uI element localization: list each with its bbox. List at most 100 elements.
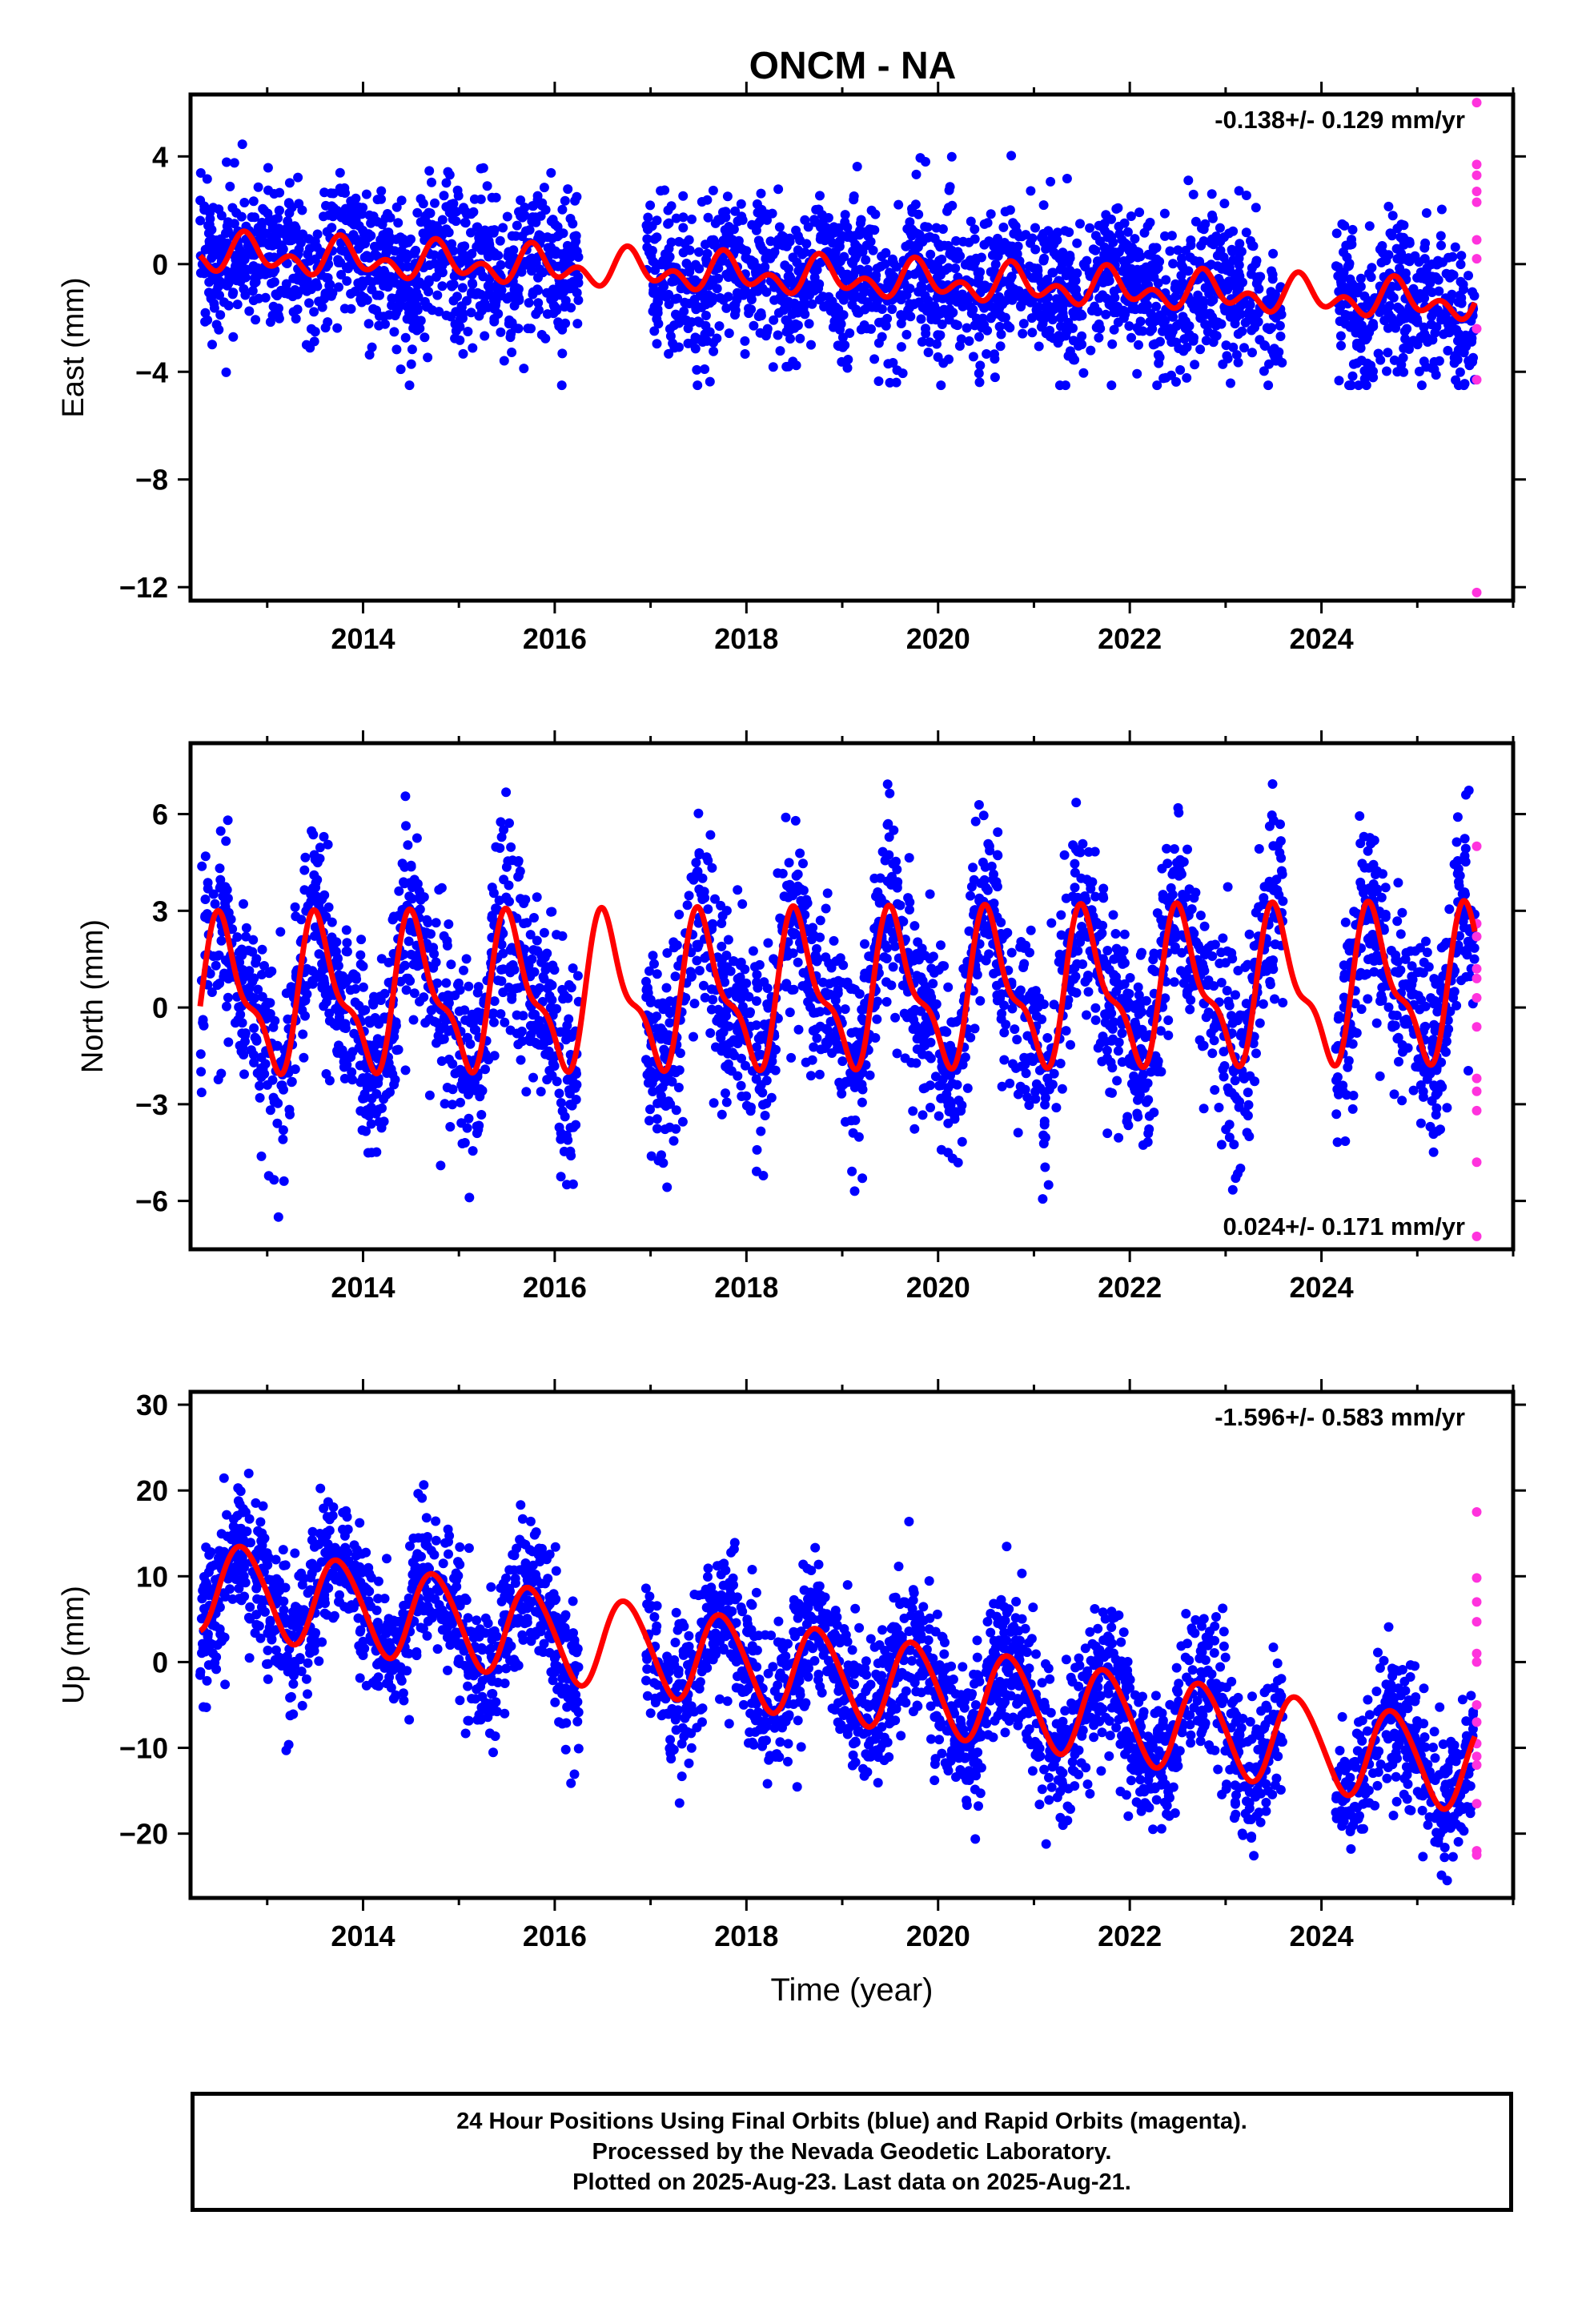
- east-final-orbit-point: [1142, 269, 1153, 279]
- east-final-orbit-point: [744, 304, 754, 314]
- east-final-orbit-point: [1335, 316, 1345, 327]
- north-final-orbit-point: [1066, 1039, 1075, 1050]
- east-final-orbit-point: [424, 222, 434, 232]
- east-final-orbit-point: [1436, 315, 1447, 325]
- east-final-orbit-point: [1198, 296, 1208, 306]
- north-final-orbit-point: [1057, 1084, 1067, 1094]
- east-final-orbit-point: [804, 280, 814, 291]
- east-final-orbit-point: [221, 367, 231, 377]
- north-final-orbit-point: [925, 889, 935, 899]
- east-final-orbit-point: [905, 239, 914, 250]
- east-final-orbit-point: [1447, 251, 1458, 262]
- north-final-orbit-point: [552, 1076, 562, 1087]
- east-final-orbit-point: [446, 312, 456, 322]
- north-final-orbit-point: [267, 966, 277, 976]
- east-final-orbit-point: [207, 340, 217, 350]
- east-final-orbit-point: [943, 240, 954, 251]
- east-final-orbit-point: [923, 348, 934, 357]
- east-final-orbit-point: [917, 336, 927, 347]
- east-final-orbit-point: [740, 336, 750, 346]
- east-final-orbit-point: [661, 292, 672, 302]
- east-final-orbit-point: [909, 299, 919, 309]
- east-final-orbit-point: [856, 324, 866, 335]
- east-final-orbit-point: [840, 210, 850, 220]
- east-final-orbit-point: [528, 216, 538, 227]
- north-final-orbit-point: [1340, 1136, 1351, 1146]
- north-final-orbit-point: [652, 969, 662, 979]
- east-final-orbit-point: [269, 277, 279, 287]
- east-final-orbit-point: [958, 236, 968, 247]
- east-final-orbit-point: [536, 200, 547, 211]
- north-final-orbit-point: [1397, 907, 1407, 918]
- east-final-orbit-point: [905, 217, 915, 227]
- east-final-orbit-point: [412, 207, 423, 218]
- north-final-orbit-point: [1018, 963, 1029, 972]
- east-final-orbit-point: [793, 231, 803, 241]
- east-final-orbit-point: [1419, 328, 1430, 339]
- east-final-orbit-point: [913, 287, 924, 297]
- north-final-orbit-point: [501, 787, 512, 798]
- east-final-orbit-point: [256, 223, 267, 234]
- north-final-orbit-point: [1070, 883, 1080, 893]
- east-final-orbit-point: [842, 232, 853, 242]
- east-final-orbit-point: [1173, 245, 1183, 255]
- east-final-orbit-point: [905, 312, 916, 322]
- east-final-orbit-point: [828, 322, 838, 332]
- east-final-orbit-point: [1274, 347, 1284, 357]
- east-final-orbit-point: [274, 313, 284, 324]
- east-final-orbit-point: [1367, 372, 1378, 383]
- north-final-orbit-point: [715, 1029, 725, 1039]
- north-final-orbit-point: [818, 977, 828, 987]
- east-final-orbit-point: [466, 308, 476, 318]
- east-final-orbit-point: [1138, 326, 1148, 336]
- east-final-orbit-point: [396, 364, 406, 375]
- north-final-orbit-point: [436, 1160, 446, 1171]
- east-final-orbit-point: [652, 296, 663, 307]
- east-final-orbit-point: [1234, 260, 1244, 270]
- east-final-orbit-point: [1058, 259, 1067, 269]
- east-final-orbit-point: [340, 203, 351, 214]
- east-final-orbit-point: [244, 306, 255, 316]
- east-final-orbit-point: [355, 238, 364, 248]
- east-final-orbit-point: [1388, 292, 1399, 303]
- north-final-orbit-point: [841, 1116, 850, 1127]
- east-final-orbit-point: [1120, 309, 1130, 320]
- east-final-orbit-point: [512, 220, 522, 231]
- east-final-orbit-point: [495, 235, 505, 246]
- north-final-orbit-point: [564, 979, 574, 990]
- east-final-orbit-point: [1425, 278, 1435, 288]
- north-final-orbit-point: [644, 966, 654, 976]
- north-final-orbit-point: [689, 1031, 698, 1042]
- east-final-orbit-point: [294, 235, 304, 244]
- east-final-orbit-point: [1381, 255, 1391, 266]
- north-final-orbit-point: [265, 1105, 275, 1116]
- east-final-orbit-point: [305, 343, 315, 353]
- north-final-orbit-point: [215, 863, 225, 874]
- north-final-orbit-point: [733, 974, 743, 984]
- east-final-orbit-point: [1348, 320, 1359, 330]
- east-final-orbit-point: [1164, 331, 1174, 341]
- east-rapid-orbit-point: [1472, 254, 1482, 264]
- east-final-orbit-point: [1383, 201, 1394, 211]
- east-final-orbit-point: [982, 325, 993, 336]
- east-final-orbit-point: [975, 360, 986, 371]
- north-final-orbit-point: [1143, 1095, 1154, 1105]
- east-final-orbit-point: [375, 290, 384, 300]
- east-final-orbit-point: [842, 363, 853, 373]
- north-final-orbit-point: [1333, 1014, 1343, 1024]
- east-final-orbit-point: [945, 182, 955, 192]
- east-final-orbit-point: [877, 251, 887, 262]
- east-final-orbit-point: [1010, 221, 1021, 231]
- east-final-orbit-point: [364, 210, 375, 220]
- east-final-orbit-point: [222, 157, 231, 167]
- north-final-orbit-point: [1233, 1168, 1243, 1179]
- north-final-orbit-point: [279, 1176, 289, 1186]
- east-final-orbit-point: [921, 328, 931, 339]
- east-final-orbit-point: [293, 172, 303, 183]
- east-final-orbit-point: [873, 376, 884, 386]
- north-final-orbit-point: [403, 973, 413, 983]
- north-final-orbit-point: [1097, 1056, 1107, 1067]
- east-final-orbit-point: [195, 267, 206, 278]
- north-final-orbit-point: [1363, 846, 1373, 856]
- east-final-orbit-point: [709, 275, 719, 285]
